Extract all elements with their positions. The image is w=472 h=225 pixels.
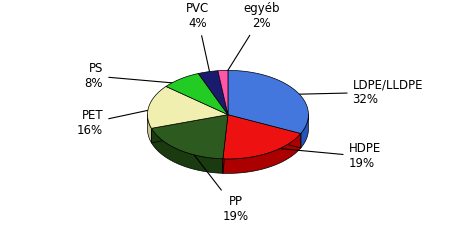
Text: HDPE
19%: HDPE 19% <box>266 142 381 171</box>
Text: PVC
4%: PVC 4% <box>186 2 211 76</box>
Polygon shape <box>147 114 152 143</box>
Polygon shape <box>218 70 228 115</box>
Text: LDPE/LLDPE
32%: LDPE/LLDPE 32% <box>288 78 423 106</box>
Polygon shape <box>152 115 228 143</box>
Polygon shape <box>223 133 301 173</box>
Polygon shape <box>301 115 308 148</box>
Polygon shape <box>198 71 228 115</box>
Polygon shape <box>152 115 228 159</box>
Polygon shape <box>152 115 228 143</box>
Polygon shape <box>223 115 301 159</box>
Text: PET
16%: PET 16% <box>77 108 158 137</box>
Text: egyéb
2%: egyéb 2% <box>225 2 280 75</box>
Polygon shape <box>147 86 228 128</box>
Polygon shape <box>228 115 301 148</box>
Text: PS
8%: PS 8% <box>85 62 185 90</box>
Polygon shape <box>223 115 228 173</box>
Polygon shape <box>223 115 228 173</box>
Text: PP
19%: PP 19% <box>188 146 249 223</box>
Polygon shape <box>228 115 301 148</box>
Polygon shape <box>166 74 228 115</box>
Polygon shape <box>152 128 223 173</box>
Polygon shape <box>228 70 308 133</box>
